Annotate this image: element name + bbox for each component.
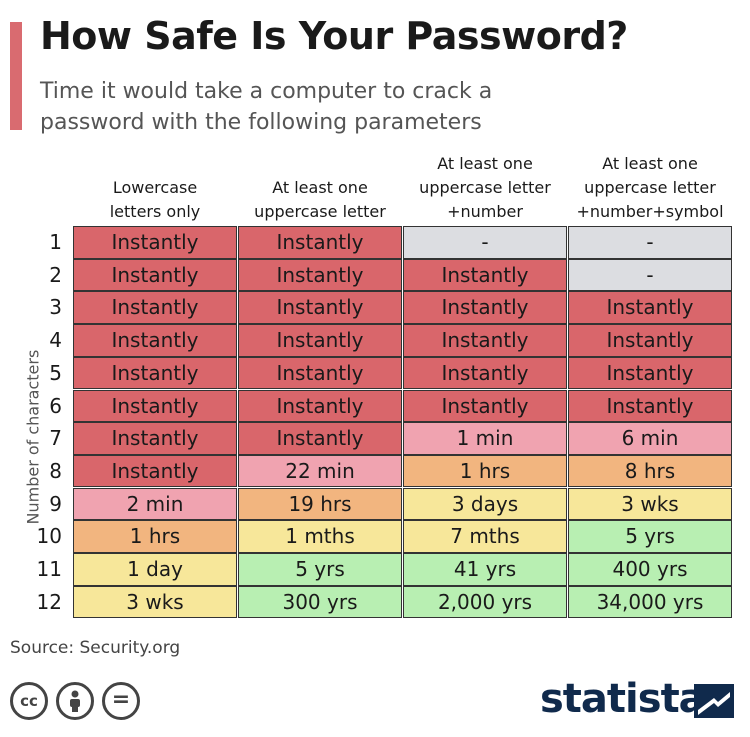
column-header-line: At least one [272, 178, 368, 197]
by-attribution-icon [56, 682, 94, 720]
table-cell: Instantly [403, 356, 567, 390]
table-cell: Instantly [73, 226, 237, 259]
table-cell: 5 yrs [238, 553, 402, 586]
column-header: At least one uppercase letter [238, 176, 402, 224]
table-cell: 41 yrs [403, 553, 567, 586]
table-cell: Instantly [403, 324, 567, 357]
table-cell: Instantly [238, 226, 402, 259]
row-label: 2 [49, 262, 62, 287]
table-cell: Instantly [73, 356, 237, 390]
table-cell: - [403, 226, 567, 259]
column-header-line: +number [447, 202, 523, 221]
row-label: 6 [49, 393, 62, 418]
table-cell: 6 min [568, 422, 732, 455]
row-label: 5 [49, 360, 62, 385]
row-label: 9 [49, 491, 62, 516]
table-cell: Instantly [73, 291, 237, 324]
row-label: 3 [49, 295, 62, 320]
table-cell: 5 yrs [568, 520, 732, 553]
table-cell: 400 yrs [568, 553, 732, 586]
column-header-line: uppercase letter [254, 202, 386, 221]
column-header-line: uppercase letter [584, 178, 716, 197]
table-cell: Instantly [568, 324, 732, 357]
table-cell: 22 min [238, 454, 402, 488]
table-cell: Instantly [403, 291, 567, 324]
column-header: Lowercase letters only [73, 176, 237, 224]
table-cell: 19 hrs [238, 487, 402, 521]
person-icon [70, 690, 80, 712]
cc-glyph: cc [20, 692, 38, 710]
table-cell: Instantly [238, 356, 402, 390]
table-cell: Instantly [73, 258, 237, 292]
table-cell: 2 min [73, 487, 237, 521]
accent-bar [10, 22, 22, 130]
table-cell: 1 hrs [403, 454, 567, 488]
column-header: At least one uppercase letter +number+symb… [568, 152, 732, 224]
table-cell: Instantly [73, 389, 237, 422]
column-header-line: At least one [602, 154, 698, 173]
table-cell: Instantly [403, 389, 567, 422]
row-label: 11 [36, 557, 62, 581]
table-cell: Instantly [238, 324, 402, 357]
cc-icon: cc [10, 682, 48, 720]
table-cell: Instantly [568, 389, 732, 422]
column-header-line: uppercase letter [419, 178, 551, 197]
table-cell: - [568, 258, 732, 292]
table-cell: 1 mths [238, 520, 402, 553]
row-label: 8 [49, 458, 62, 483]
table-cell: 8 hrs [568, 454, 732, 488]
table-cell: Instantly [238, 389, 402, 422]
row-label: 7 [49, 426, 62, 451]
table-cell: 1 day [73, 553, 237, 586]
table-cell: Instantly [238, 291, 402, 324]
table-cell: - [568, 226, 732, 259]
row-label: 12 [36, 589, 62, 614]
table-cell: Instantly [568, 291, 732, 324]
column-header-line: At least one [437, 154, 533, 173]
table-cell: Instantly [568, 356, 732, 390]
table-cell: Instantly [238, 258, 402, 292]
table-cell: 3 days [403, 487, 567, 521]
table-cell: Instantly [238, 422, 402, 455]
table-cell: 34,000 yrs [568, 585, 732, 619]
row-label: 10 [36, 524, 62, 549]
table-cell: Instantly [73, 422, 237, 455]
table-cell: Instantly [73, 324, 237, 357]
column-header-line: +number+symbol [576, 202, 724, 221]
row-label: 4 [49, 328, 62, 353]
source-note: Source: Security.org [10, 638, 181, 658]
column-header-line: letters only [109, 202, 201, 221]
row-label: 1 [49, 230, 62, 254]
column-header: At least one uppercase letter +number [403, 152, 567, 224]
table-cell: 3 wks [73, 585, 237, 619]
table-cell: Instantly [403, 258, 567, 292]
table-cell: 1 hrs [73, 520, 237, 553]
no-derivatives-icon: = [102, 682, 140, 720]
table-cell: 7 mths [403, 520, 567, 553]
statista-logo: statista [540, 676, 706, 722]
table-cell: Instantly [73, 454, 237, 488]
page-title: How Safe Is Your Password? [40, 14, 628, 58]
column-header-line: Lowercase [112, 178, 198, 197]
table-cell: 300 yrs [238, 585, 402, 619]
table-cell: 2,000 yrs [403, 585, 567, 619]
table-cell: 1 min [403, 422, 567, 455]
equals-glyph: = [111, 687, 131, 712]
table-cell: 3 wks [568, 487, 732, 521]
statista-mark-icon [694, 684, 734, 718]
page-subtitle: Time it would take a computer to crack a… [40, 79, 493, 135]
